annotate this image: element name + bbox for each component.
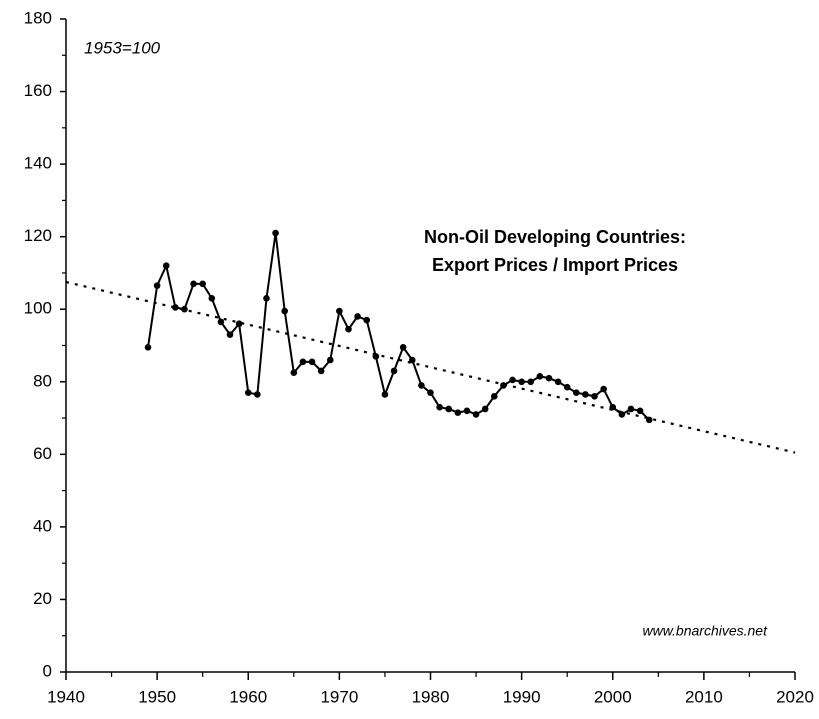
data-point <box>582 391 589 398</box>
data-point <box>509 376 516 384</box>
y-tick-label: 100 <box>24 299 52 318</box>
data-point <box>500 382 507 389</box>
data-point <box>336 307 343 315</box>
data-point <box>408 356 416 364</box>
x-tick-label: 2010 <box>685 687 723 706</box>
data-point <box>226 331 234 338</box>
chart-title: Export Prices / Import Prices <box>432 255 678 275</box>
data-point <box>290 369 298 377</box>
data-point <box>354 313 361 320</box>
data-point <box>490 392 498 400</box>
data-point <box>636 407 644 415</box>
data-point <box>518 378 525 386</box>
data-point <box>299 358 307 366</box>
data-point <box>162 262 170 269</box>
data-point <box>481 405 489 413</box>
data-point <box>427 389 434 396</box>
x-tick-label: 1970 <box>320 687 358 706</box>
data-point <box>363 316 371 324</box>
data-point <box>536 373 544 380</box>
data-point <box>281 307 289 315</box>
data-point <box>418 382 425 389</box>
data-point <box>472 411 480 418</box>
data-point <box>272 229 279 237</box>
data-point <box>390 367 398 375</box>
y-tick-label: 20 <box>33 589 52 608</box>
data-point <box>554 378 562 386</box>
x-tick-label: 1980 <box>412 687 450 706</box>
data-point <box>144 344 152 351</box>
data-point <box>181 305 188 313</box>
data-point <box>454 409 462 416</box>
x-tick-label: 2000 <box>594 687 632 706</box>
data-point <box>244 389 252 396</box>
data-point <box>645 416 653 424</box>
x-tick-label: 1940 <box>47 687 85 706</box>
y-tick-label: 180 <box>24 8 52 27</box>
y-tick-label: 80 <box>33 371 52 390</box>
y-tick-label: 120 <box>24 226 52 245</box>
data-point <box>436 403 443 411</box>
data-point <box>153 282 161 289</box>
data-point <box>317 367 325 375</box>
data-point <box>563 383 571 391</box>
y-tick-label: 140 <box>24 154 52 173</box>
data-point <box>545 374 553 382</box>
data-point <box>618 411 626 418</box>
data-point <box>527 378 535 386</box>
data-point <box>345 325 352 333</box>
y-tick-label: 160 <box>24 81 52 100</box>
x-tick-label: 1960 <box>229 687 267 706</box>
data-point <box>381 391 389 398</box>
y-tick-label: 60 <box>33 444 52 463</box>
data-point <box>591 392 598 400</box>
data-point <box>573 389 580 396</box>
data-point <box>463 407 471 415</box>
x-tick-label: 2020 <box>776 687 814 706</box>
source: www.bnarchives.net <box>642 623 768 639</box>
data-point <box>254 391 261 398</box>
data-point <box>399 344 407 351</box>
data-point <box>627 405 635 413</box>
data-point <box>199 280 206 288</box>
data-point <box>235 320 243 328</box>
data-point <box>445 405 453 413</box>
trend-line <box>65 280 796 454</box>
data-point <box>308 358 316 366</box>
data-point <box>208 295 216 302</box>
y-tick-label: 0 <box>43 661 52 680</box>
data-point <box>600 385 607 393</box>
data-point <box>326 356 334 364</box>
base-note: 1953=100 <box>84 38 161 57</box>
y-tick-label: 40 <box>33 516 52 535</box>
data-point <box>263 295 270 302</box>
data-point <box>190 280 197 288</box>
x-tick-label: 1990 <box>503 687 541 706</box>
data-point <box>217 318 225 326</box>
x-tick-label: 1950 <box>138 687 176 706</box>
data-point <box>609 403 617 411</box>
data-point <box>372 353 380 360</box>
data-point <box>172 304 179 311</box>
chart-title: Non-Oil Developing Countries: <box>424 227 686 247</box>
